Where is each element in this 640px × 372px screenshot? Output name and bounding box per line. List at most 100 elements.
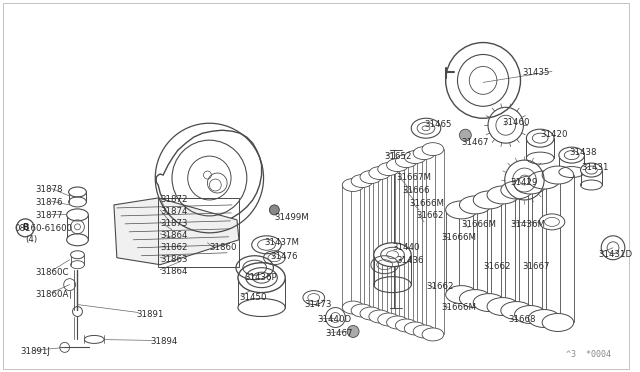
Ellipse shape bbox=[413, 325, 435, 338]
Polygon shape bbox=[114, 198, 239, 265]
Ellipse shape bbox=[238, 299, 285, 317]
Ellipse shape bbox=[473, 294, 505, 311]
Text: 31894: 31894 bbox=[150, 337, 178, 346]
Text: 31863: 31863 bbox=[160, 255, 188, 264]
Text: 31467: 31467 bbox=[461, 138, 489, 147]
Text: 31860C: 31860C bbox=[35, 268, 68, 277]
Text: 31438: 31438 bbox=[570, 148, 597, 157]
Text: 31431: 31431 bbox=[582, 163, 609, 172]
Ellipse shape bbox=[396, 319, 417, 332]
Text: 31876: 31876 bbox=[35, 198, 63, 207]
Text: 31891: 31891 bbox=[136, 310, 164, 318]
Ellipse shape bbox=[387, 158, 408, 171]
Text: 31465: 31465 bbox=[424, 120, 451, 129]
Text: 31666M: 31666M bbox=[461, 220, 497, 229]
Ellipse shape bbox=[252, 236, 281, 254]
Ellipse shape bbox=[369, 167, 390, 180]
Text: 31436: 31436 bbox=[396, 256, 424, 265]
Text: 31499M: 31499M bbox=[275, 213, 309, 222]
Ellipse shape bbox=[422, 328, 444, 341]
Ellipse shape bbox=[369, 310, 390, 323]
Ellipse shape bbox=[303, 291, 324, 305]
Text: 31872: 31872 bbox=[160, 195, 188, 204]
Polygon shape bbox=[156, 130, 262, 225]
Ellipse shape bbox=[396, 155, 417, 167]
Text: 31476: 31476 bbox=[271, 252, 298, 261]
Ellipse shape bbox=[412, 118, 441, 138]
Text: 31864: 31864 bbox=[160, 267, 188, 276]
Text: 31667M: 31667M bbox=[396, 173, 431, 182]
Circle shape bbox=[460, 129, 471, 141]
Text: 31873: 31873 bbox=[160, 219, 188, 228]
Ellipse shape bbox=[422, 143, 444, 155]
Ellipse shape bbox=[473, 191, 505, 209]
Ellipse shape bbox=[501, 302, 532, 320]
Ellipse shape bbox=[539, 214, 564, 230]
Ellipse shape bbox=[351, 304, 373, 317]
Ellipse shape bbox=[529, 310, 560, 327]
Text: 31667: 31667 bbox=[522, 262, 550, 271]
Text: 31860: 31860 bbox=[209, 243, 237, 252]
Ellipse shape bbox=[501, 181, 532, 199]
Ellipse shape bbox=[487, 186, 518, 204]
Text: 31877: 31877 bbox=[35, 211, 63, 220]
Text: 31666M: 31666M bbox=[442, 233, 477, 242]
Ellipse shape bbox=[460, 290, 491, 308]
Text: 31864: 31864 bbox=[160, 231, 188, 240]
Ellipse shape bbox=[527, 129, 554, 147]
Text: 31440D: 31440D bbox=[317, 314, 352, 324]
Circle shape bbox=[348, 326, 359, 337]
Text: 31420: 31420 bbox=[540, 130, 568, 139]
Ellipse shape bbox=[378, 163, 399, 176]
Text: 31662: 31662 bbox=[483, 262, 511, 271]
Ellipse shape bbox=[67, 209, 88, 221]
Ellipse shape bbox=[342, 179, 364, 192]
Text: (4): (4) bbox=[26, 235, 37, 244]
Ellipse shape bbox=[84, 336, 104, 343]
Text: 31662: 31662 bbox=[426, 282, 454, 291]
Ellipse shape bbox=[238, 263, 285, 293]
Text: 31440: 31440 bbox=[392, 243, 420, 252]
Ellipse shape bbox=[559, 147, 584, 163]
Ellipse shape bbox=[387, 316, 408, 329]
Text: 31668: 31668 bbox=[509, 314, 536, 324]
Ellipse shape bbox=[487, 298, 518, 315]
Ellipse shape bbox=[542, 166, 573, 184]
Text: 31450: 31450 bbox=[239, 293, 266, 302]
Ellipse shape bbox=[580, 163, 602, 177]
Ellipse shape bbox=[404, 322, 426, 335]
Text: 31431D: 31431D bbox=[598, 250, 632, 259]
Ellipse shape bbox=[542, 314, 573, 331]
Ellipse shape bbox=[529, 171, 560, 189]
Ellipse shape bbox=[67, 234, 88, 246]
Ellipse shape bbox=[413, 147, 435, 160]
Ellipse shape bbox=[374, 243, 412, 267]
Text: 31666M: 31666M bbox=[409, 199, 444, 208]
Text: 31467: 31467 bbox=[326, 330, 353, 339]
Text: 08160-61600: 08160-61600 bbox=[15, 224, 72, 233]
Text: ^3  *0004: ^3 *0004 bbox=[566, 350, 611, 359]
Ellipse shape bbox=[360, 307, 381, 320]
Ellipse shape bbox=[342, 301, 364, 314]
Circle shape bbox=[269, 205, 279, 215]
Ellipse shape bbox=[445, 286, 477, 304]
Text: 31436M: 31436M bbox=[511, 220, 546, 229]
Text: 31862: 31862 bbox=[160, 243, 188, 252]
Ellipse shape bbox=[445, 201, 477, 219]
Ellipse shape bbox=[68, 187, 86, 197]
Text: 31460: 31460 bbox=[503, 118, 531, 127]
Ellipse shape bbox=[515, 176, 546, 194]
Text: 31435: 31435 bbox=[522, 68, 550, 77]
Text: 31436P: 31436P bbox=[245, 273, 278, 282]
Ellipse shape bbox=[351, 174, 373, 187]
Ellipse shape bbox=[360, 170, 381, 183]
Text: 31429: 31429 bbox=[511, 178, 538, 187]
Ellipse shape bbox=[378, 313, 399, 326]
Ellipse shape bbox=[460, 196, 491, 214]
Ellipse shape bbox=[515, 305, 546, 324]
Ellipse shape bbox=[404, 151, 426, 164]
Text: 31891J: 31891J bbox=[20, 347, 51, 356]
Text: B: B bbox=[22, 223, 29, 232]
Text: 31666M: 31666M bbox=[442, 302, 477, 312]
Text: 31473: 31473 bbox=[304, 299, 332, 309]
